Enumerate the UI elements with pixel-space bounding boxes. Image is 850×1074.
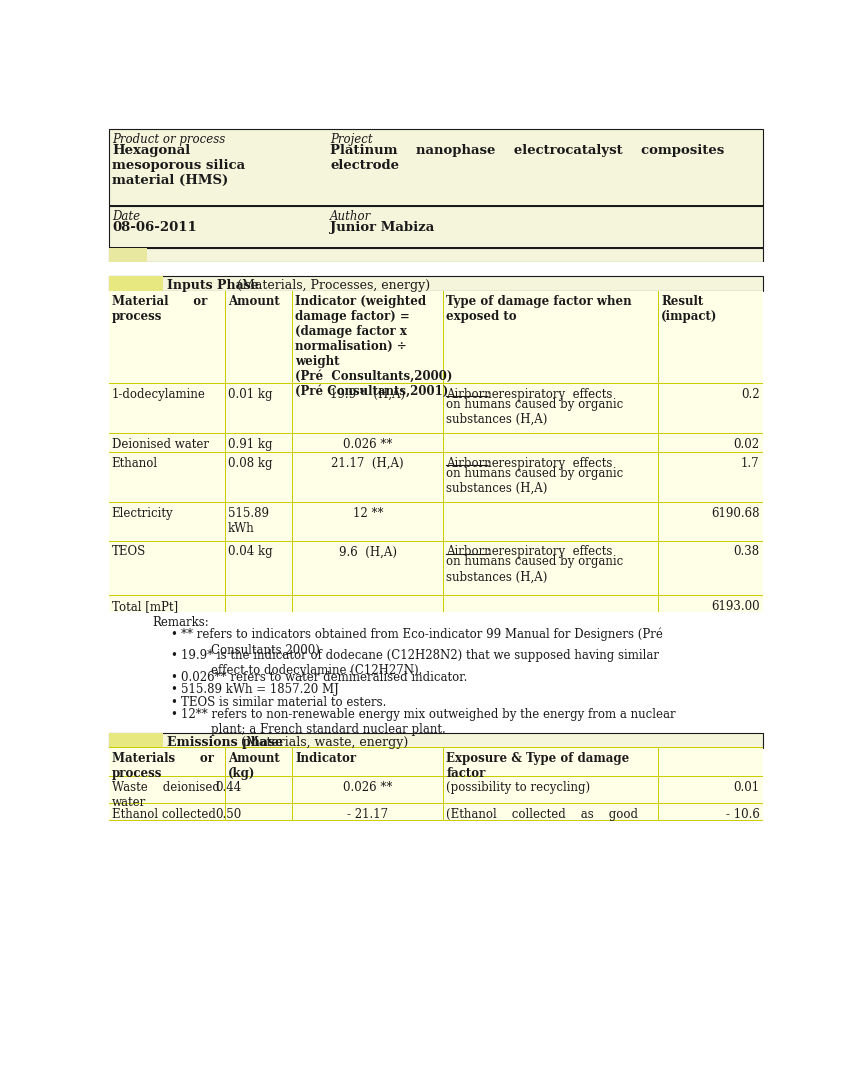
Bar	[109, 129, 762, 206]
Text: Project: Project	[330, 133, 373, 146]
Text: TEOS: TEOS	[111, 546, 146, 558]
Bar	[109, 503, 762, 541]
Text: Hexagonal
mesoporous silica
material (HMS): Hexagonal mesoporous silica material (HM…	[112, 144, 246, 187]
Text: on humans caused by organic
substances (H,A): on humans caused by organic substances (…	[446, 397, 624, 425]
Text: Airborne: Airborne	[446, 388, 499, 401]
Text: - 10.6: - 10.6	[726, 808, 760, 821]
Text: :  respiratory  effects: : respiratory effects	[487, 456, 612, 470]
Text: TEOS is similar material to esters.: TEOS is similar material to esters.	[181, 696, 386, 709]
Text: 21.17  (H,A): 21.17 (H,A)	[332, 456, 404, 470]
Text: 0.026 **: 0.026 **	[343, 781, 393, 794]
Text: 19.9* is the indicator of dodecane (C12H28N2) that we supposed having similar
  : 19.9* is the indicator of dodecane (C12H…	[181, 650, 659, 678]
Text: :  respiratory  effects: : respiratory effects	[487, 388, 612, 401]
Text: - 21.17: - 21.17	[348, 808, 388, 821]
Bar	[109, 453, 762, 503]
Text: •: •	[170, 683, 177, 696]
Text: 0.44: 0.44	[215, 781, 241, 794]
Text: ** refers to indicators obtained from Eco-indicator 99 Manual for Designers (Pré: ** refers to indicators obtained from Ec…	[181, 628, 662, 656]
Text: 1.7: 1.7	[741, 456, 760, 470]
Bar	[109, 732, 762, 748]
Text: Indicator: Indicator	[295, 752, 356, 765]
Text: 0.01 kg: 0.01 kg	[228, 388, 272, 401]
Text: on humans caused by organic
substances (H,A): on humans caused by organic substances (…	[446, 555, 624, 583]
Text: •: •	[170, 628, 177, 641]
Text: (Materials, waste, energy): (Materials, waste, energy)	[241, 736, 408, 749]
Text: Deionised water: Deionised water	[111, 437, 209, 451]
Text: 9.6  (H,A): 9.6 (H,A)	[339, 546, 397, 558]
Bar	[109, 383, 762, 434]
Text: 0.026 **: 0.026 **	[343, 437, 393, 451]
Text: 0.026** refers to water demineralised indicator.: 0.026** refers to water demineralised in…	[181, 671, 467, 684]
Text: 0.50: 0.50	[215, 808, 241, 821]
Text: (Ethanol    collected    as    good: (Ethanol collected as good	[446, 808, 638, 821]
Text: Material      or
process: Material or process	[111, 295, 207, 323]
Text: Emissions phase: Emissions phase	[167, 736, 283, 749]
Text: Result
(impact): Result (impact)	[661, 295, 717, 323]
Text: Platinum    nanophase    electrocatalyst    composites
electrode: Platinum nanophase electrocatalyst compo…	[330, 144, 724, 172]
Text: Amount: Amount	[228, 295, 280, 308]
Text: Exposure & Type of damage
factor: Exposure & Type of damage factor	[446, 752, 630, 780]
Bar	[109, 804, 762, 822]
Text: 0.38: 0.38	[734, 546, 760, 558]
Text: Author: Author	[330, 209, 371, 222]
Text: 08-06-2011: 08-06-2011	[112, 220, 197, 233]
Text: Amount
(kg): Amount (kg)	[228, 752, 280, 780]
Text: 0.02: 0.02	[734, 437, 760, 451]
Text: 0.04 kg: 0.04 kg	[228, 546, 273, 558]
Bar	[109, 732, 163, 748]
Text: Materials      or
process: Materials or process	[111, 752, 213, 780]
Text: Indicator (weighted
damage factor) =
(damage factor x
normalisation) ÷
weight
(P: Indicator (weighted damage factor) = (da…	[295, 295, 453, 398]
Text: 0.91 kg: 0.91 kg	[228, 437, 272, 451]
Text: Ethanol: Ethanol	[111, 456, 158, 470]
Text: •: •	[170, 708, 177, 721]
Bar	[109, 541, 762, 595]
Bar	[106, 262, 765, 276]
Text: Total [mPt]: Total [mPt]	[111, 600, 178, 613]
Bar	[109, 276, 163, 291]
Text: 515.89
kWh: 515.89 kWh	[228, 507, 269, 535]
Text: 6193.00: 6193.00	[711, 600, 760, 613]
Text: Remarks:: Remarks:	[153, 616, 209, 629]
Text: on humans caused by organic
substances (H,A): on humans caused by organic substances (…	[446, 467, 624, 495]
Text: Inputs Phase: Inputs Phase	[167, 279, 258, 292]
Bar	[109, 206, 762, 248]
Text: Date: Date	[112, 209, 140, 222]
Bar	[109, 291, 762, 383]
Text: Type of damage factor when
exposed to: Type of damage factor when exposed to	[446, 295, 632, 323]
Text: Ethanol collected: Ethanol collected	[111, 808, 216, 821]
Bar	[109, 276, 762, 291]
Text: 19.9 *  (H,A): 19.9 * (H,A)	[331, 388, 405, 401]
Text: •: •	[170, 696, 177, 709]
Bar	[109, 248, 147, 262]
Text: 0.2: 0.2	[741, 388, 760, 401]
Bar	[109, 434, 762, 453]
Text: 0.08 kg: 0.08 kg	[228, 456, 272, 470]
Bar	[109, 748, 762, 778]
Text: 515.89 kWh = 1857.20 MJ: 515.89 kWh = 1857.20 MJ	[181, 683, 338, 696]
Text: 1-dodecylamine: 1-dodecylamine	[111, 388, 206, 401]
Text: 12** refers to non-renewable energy mix outweighed by the energy from a nuclear
: 12** refers to non-renewable energy mix …	[181, 708, 675, 736]
Text: Product or process: Product or process	[112, 133, 226, 146]
Text: Airborne: Airborne	[446, 546, 499, 558]
Text: Airborne: Airborne	[446, 456, 499, 470]
Text: 12 **: 12 **	[353, 507, 383, 520]
Text: 0.01: 0.01	[734, 781, 760, 794]
Text: :  respiratory  effects: : respiratory effects	[487, 546, 612, 558]
Bar	[109, 248, 762, 262]
Text: Waste    deionised
water: Waste deionised water	[111, 781, 219, 809]
Text: Electricity: Electricity	[111, 507, 173, 520]
Bar	[109, 595, 762, 612]
Text: •: •	[170, 650, 177, 663]
Text: 6190.68: 6190.68	[711, 507, 760, 520]
Text: Junior Mabiza: Junior Mabiza	[330, 220, 434, 233]
Text: •: •	[170, 671, 177, 684]
Text: (possibility to recycling): (possibility to recycling)	[446, 781, 591, 794]
Bar	[109, 778, 762, 804]
Text: (Materials, Processes, energy): (Materials, Processes, energy)	[229, 279, 430, 292]
